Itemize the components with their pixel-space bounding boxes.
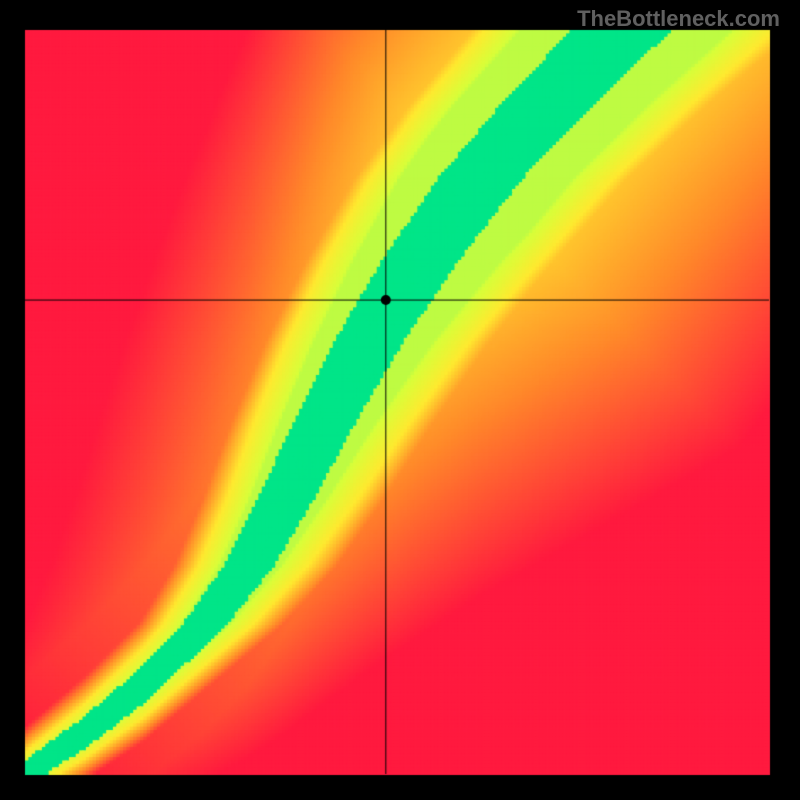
watermark-text: TheBottleneck.com: [577, 6, 780, 32]
bottleneck-heatmap: [0, 0, 800, 800]
